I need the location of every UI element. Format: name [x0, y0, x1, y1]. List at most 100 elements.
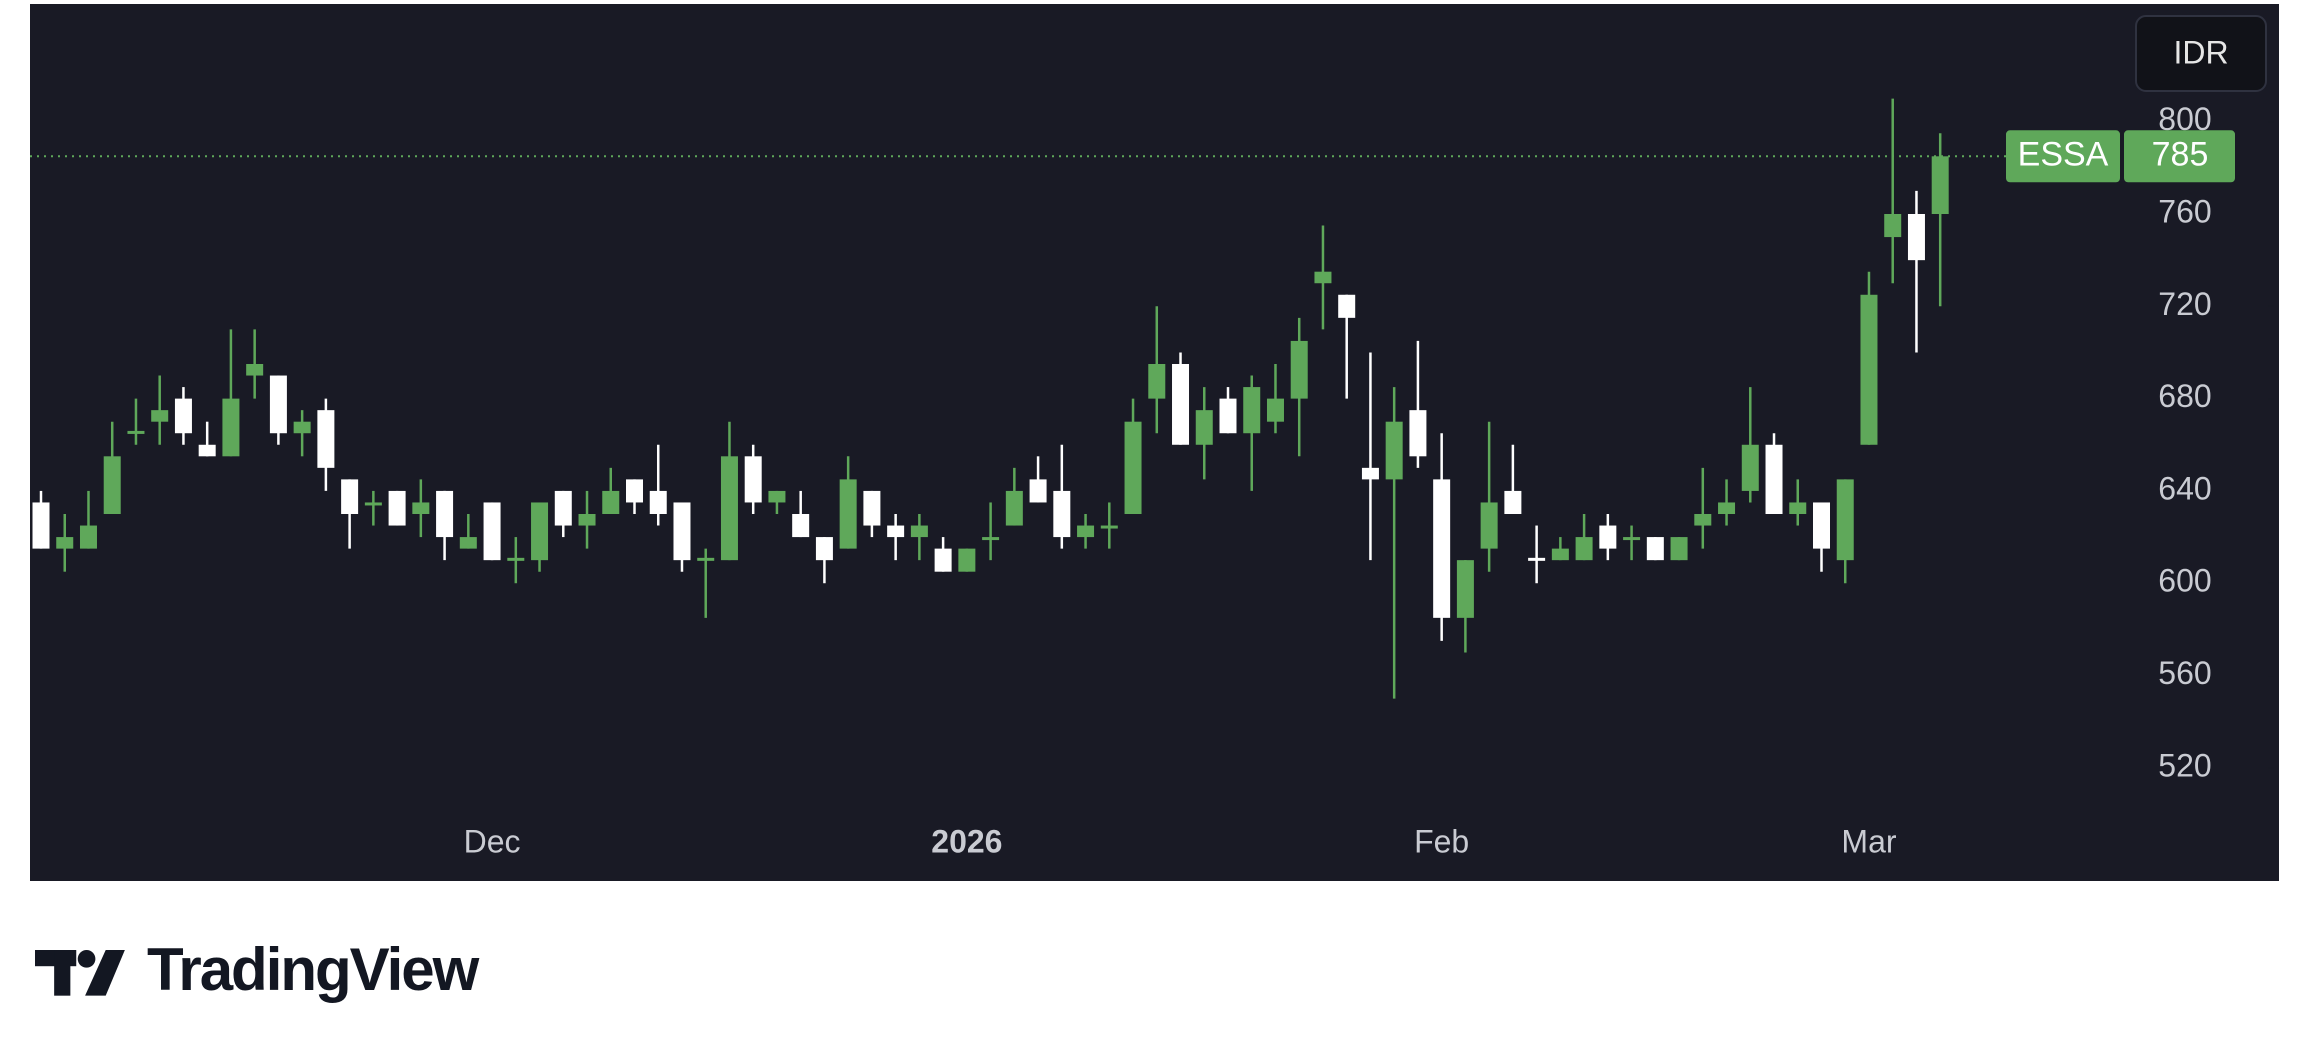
candle-body [1718, 502, 1736, 514]
candle-body [222, 398, 240, 457]
candle-body [1599, 525, 1617, 549]
candle-body [815, 537, 833, 561]
candle-body [1243, 387, 1261, 434]
candle-body [198, 444, 216, 457]
candle-body [1361, 467, 1379, 480]
y-tick-label: 520 [2158, 747, 2211, 783]
candle-body [720, 456, 738, 561]
candle-body [1575, 537, 1593, 561]
candle-body [388, 490, 406, 526]
candle-body [127, 430, 145, 434]
y-tick-label: 560 [2158, 655, 2211, 691]
candle-body [103, 456, 121, 514]
candle-body [293, 421, 311, 434]
candle-body [1480, 502, 1498, 549]
brand-logo [35, 950, 125, 996]
x-tick-label: 2026 [931, 823, 1002, 859]
candle-body [1338, 294, 1356, 318]
candle-body [1646, 537, 1664, 561]
candle-body [1789, 502, 1807, 514]
candle-body [934, 548, 952, 572]
candle-body [1005, 490, 1023, 526]
candle-body [768, 490, 786, 503]
candle-body [1931, 156, 1949, 214]
candle-body [1314, 271, 1332, 284]
candle-body [910, 525, 928, 538]
candle-body [982, 537, 1000, 541]
candle-body [174, 398, 192, 434]
candle-body [1765, 444, 1783, 514]
candle-body [1860, 294, 1878, 445]
candle-body [1290, 340, 1308, 399]
y-tick-label: 600 [2158, 563, 2211, 599]
candle-body [554, 490, 572, 526]
candle-body [459, 537, 477, 549]
candle-body [1077, 525, 1095, 538]
candle-body [863, 490, 881, 526]
candle-body [1504, 490, 1522, 514]
candle-body [1694, 514, 1712, 526]
candle-body [1836, 479, 1854, 561]
candle-body [1195, 410, 1213, 445]
candle-body [1456, 560, 1474, 618]
last-price-box [2124, 130, 2235, 183]
candle-body [1029, 479, 1047, 503]
candle-body [1266, 398, 1284, 422]
candle-body [1100, 525, 1118, 529]
candle-body [578, 514, 596, 526]
y-tick-label: 680 [2158, 378, 2211, 414]
candle-body [1551, 548, 1569, 561]
candle-body [792, 514, 810, 538]
y-tick-label: 640 [2158, 470, 2211, 506]
candle-body [744, 456, 762, 503]
candle-body [317, 410, 335, 468]
candle-body [412, 502, 430, 514]
candle-body [483, 502, 501, 561]
brand-name: TradingView [147, 936, 480, 1003]
candle-body [1528, 557, 1546, 561]
candle-body [887, 525, 905, 538]
candle-body [341, 479, 359, 514]
candle-body [1053, 490, 1071, 538]
candle-body [1385, 421, 1403, 480]
symbol-box [2006, 130, 2120, 183]
x-tick-label: Mar [1841, 823, 1896, 859]
candle-body [602, 490, 620, 514]
candle-body [1124, 421, 1142, 514]
candle-body [531, 502, 549, 561]
x-tick-label: Dec [464, 823, 521, 859]
candle-body [1670, 537, 1688, 561]
candle-body [79, 525, 97, 549]
candle-body [1172, 364, 1190, 445]
candle-body [1219, 398, 1237, 434]
candle-body [1148, 364, 1166, 399]
candle-body [839, 479, 857, 549]
candle-body [507, 557, 525, 561]
y-tick-label: 760 [2158, 193, 2211, 229]
candle-body [151, 410, 169, 422]
candle-body [56, 537, 74, 549]
symbol-label: ESSA [2018, 135, 2109, 173]
candle-body [958, 548, 976, 572]
candle-body [364, 502, 382, 506]
last-price-label: 785 [2152, 135, 2209, 173]
candle-body [1907, 214, 1925, 261]
y-tick-label: 720 [2158, 286, 2211, 322]
candle-body [1741, 444, 1759, 491]
candle-body [1623, 537, 1641, 541]
candle-body [626, 479, 643, 503]
candle-body [649, 490, 667, 514]
candle-body [436, 490, 454, 538]
candle-body [1884, 214, 1902, 238]
candle-body [1813, 502, 1830, 549]
currency-box[interactable] [2135, 15, 2267, 92]
candle-body [1433, 479, 1451, 618]
candle-body [32, 502, 50, 549]
x-tick-label: Feb [1414, 823, 1469, 859]
candle-body [673, 502, 691, 561]
candle-body [269, 375, 287, 434]
currency-label: IDR [2173, 34, 2228, 70]
chart-background [30, 4, 2279, 881]
